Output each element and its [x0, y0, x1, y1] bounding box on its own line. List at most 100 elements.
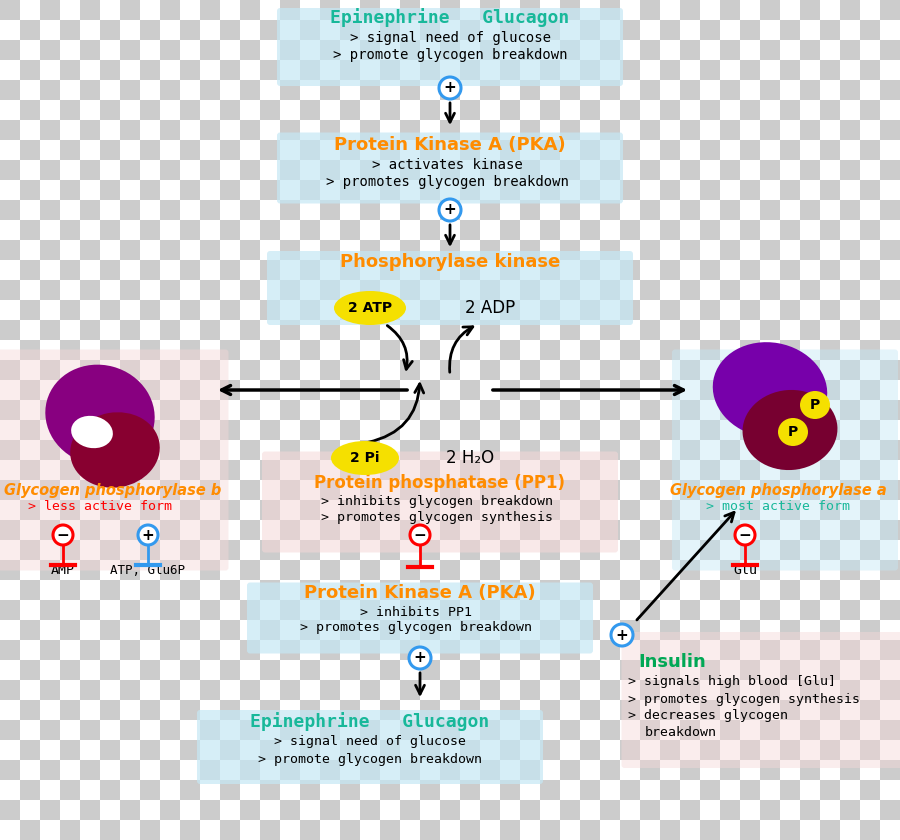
Bar [0, 20, 20, 40]
Bar [740, 480, 760, 500]
Bar [800, 780, 820, 800]
Bar [400, 700, 420, 720]
Circle shape [611, 624, 633, 646]
Bar [160, 60, 180, 80]
Bar [100, 80, 120, 100]
Bar [180, 260, 200, 280]
Bar [320, 760, 340, 780]
Bar [160, 320, 180, 340]
Bar [500, 460, 520, 480]
Bar [20, 160, 40, 180]
Text: ATP, Glu6P: ATP, Glu6P [111, 564, 185, 576]
Bar [200, 240, 220, 260]
Bar [700, 520, 720, 540]
Bar [520, 480, 540, 500]
Bar [260, 160, 280, 180]
Bar [460, 620, 480, 640]
Circle shape [439, 77, 461, 99]
Bar [180, 800, 200, 820]
Bar [240, 560, 260, 580]
Bar [880, 820, 900, 840]
Bar [20, 520, 40, 540]
Bar [440, 440, 460, 460]
Bar [480, 200, 500, 220]
Bar [380, 100, 400, 120]
Bar [840, 100, 860, 120]
Bar [600, 560, 620, 580]
Bar [600, 380, 620, 400]
Bar [740, 780, 760, 800]
Bar [520, 660, 540, 680]
Bar [320, 0, 340, 20]
Bar [220, 440, 240, 460]
Bar [100, 420, 120, 440]
Bar [780, 680, 800, 700]
Bar [140, 660, 160, 680]
Bar [240, 540, 260, 560]
Bar [320, 480, 340, 500]
Bar [660, 140, 680, 160]
Bar [0, 720, 20, 740]
Bar [160, 640, 180, 660]
Bar [20, 80, 40, 100]
Bar [740, 600, 760, 620]
Bar [300, 380, 320, 400]
Bar [440, 120, 460, 140]
Bar [760, 800, 780, 820]
Bar [40, 40, 60, 60]
Bar [0, 400, 20, 420]
Bar [700, 640, 720, 660]
Bar [500, 580, 520, 600]
Bar [340, 400, 360, 420]
Bar [860, 100, 880, 120]
Bar [780, 280, 800, 300]
Bar [360, 0, 380, 20]
Bar [560, 80, 580, 100]
Bar [40, 120, 60, 140]
Bar [860, 820, 880, 840]
Bar [440, 560, 460, 580]
Bar [200, 340, 220, 360]
Bar [380, 540, 400, 560]
Bar [800, 620, 820, 640]
Bar [620, 420, 640, 440]
Bar [260, 480, 280, 500]
Bar [60, 680, 80, 700]
Bar [860, 80, 880, 100]
Bar [600, 0, 620, 20]
Bar [780, 760, 800, 780]
Bar [560, 200, 580, 220]
Bar [200, 740, 220, 760]
Bar [340, 560, 360, 580]
Bar [700, 180, 720, 200]
Bar [760, 340, 780, 360]
Bar [360, 660, 380, 680]
Bar [740, 620, 760, 640]
Bar [880, 140, 900, 160]
Bar [360, 780, 380, 800]
Bar [800, 20, 820, 40]
Bar [660, 760, 680, 780]
Bar [580, 620, 600, 640]
Bar [280, 760, 300, 780]
Bar [60, 720, 80, 740]
Bar [600, 480, 620, 500]
Bar [240, 360, 260, 380]
Bar [600, 40, 620, 60]
Bar [240, 20, 260, 40]
Bar [880, 580, 900, 600]
Bar [400, 320, 420, 340]
Bar [200, 380, 220, 400]
Bar [520, 340, 540, 360]
Bar [580, 180, 600, 200]
Bar [740, 60, 760, 80]
Circle shape [53, 525, 73, 545]
Bar [540, 400, 560, 420]
Text: Protein phosphatase (PP1): Protein phosphatase (PP1) [314, 474, 565, 492]
Bar [180, 620, 200, 640]
Bar [460, 760, 480, 780]
Bar [340, 480, 360, 500]
Bar [740, 20, 760, 40]
Bar [260, 20, 280, 40]
Bar [660, 160, 680, 180]
